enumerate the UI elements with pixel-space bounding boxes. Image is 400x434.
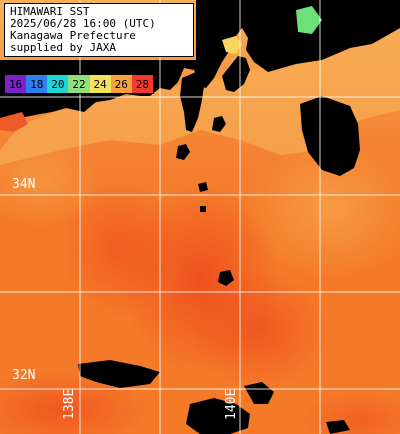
scale-tick-16: 16 <box>5 75 27 93</box>
cool-coast-pixels-3 <box>0 112 28 132</box>
south-land-far <box>326 420 350 434</box>
oshima-island <box>212 116 226 132</box>
cool-coast-pixels-2 <box>222 36 242 54</box>
lon-label-138e: 138E <box>62 388 77 420</box>
cool-coast-pixels <box>296 6 322 34</box>
title-line-3: Kanagawa Prefecture <box>10 29 136 42</box>
small-island-2 <box>200 206 206 212</box>
south-land-right <box>244 382 274 404</box>
scale-tick-20: 20 <box>47 75 69 93</box>
lat-label-34n: 34N <box>12 177 36 192</box>
color-scale-bar: 16 18 20 22 24 26 28 <box>4 74 154 94</box>
sea-warm-core-3 <box>190 270 330 390</box>
scale-tick-18: 18 <box>26 75 48 93</box>
south-land-left <box>78 360 160 388</box>
lat-label-32n: 32N <box>12 368 36 383</box>
sea-warm-southeast <box>300 390 400 434</box>
scale-tick-24: 24 <box>89 75 111 93</box>
scale-tick-26: 26 <box>110 75 132 93</box>
sea-warm-core-2 <box>60 180 180 320</box>
lon-label-140e: 140E <box>224 388 239 420</box>
title-line-2: 2025/06/28 16:00 (UTC) <box>10 17 156 30</box>
tokyo-bay-land <box>222 56 250 92</box>
small-island-1 <box>198 182 208 192</box>
south-land-center <box>186 398 250 434</box>
izu-peninsula <box>180 72 204 132</box>
title-line-4: supplied by JAXA <box>10 41 116 54</box>
title-box: HIMAWARI SST 2025/06/28 16:00 (UTC) Kana… <box>4 3 194 57</box>
title-line-1: HIMAWARI SST <box>10 5 90 18</box>
scale-tick-28: 28 <box>131 75 153 93</box>
scale-tick-22: 22 <box>68 75 90 93</box>
niijima-island <box>176 144 190 160</box>
boso-peninsula <box>300 96 360 176</box>
miyake-island <box>218 270 234 286</box>
